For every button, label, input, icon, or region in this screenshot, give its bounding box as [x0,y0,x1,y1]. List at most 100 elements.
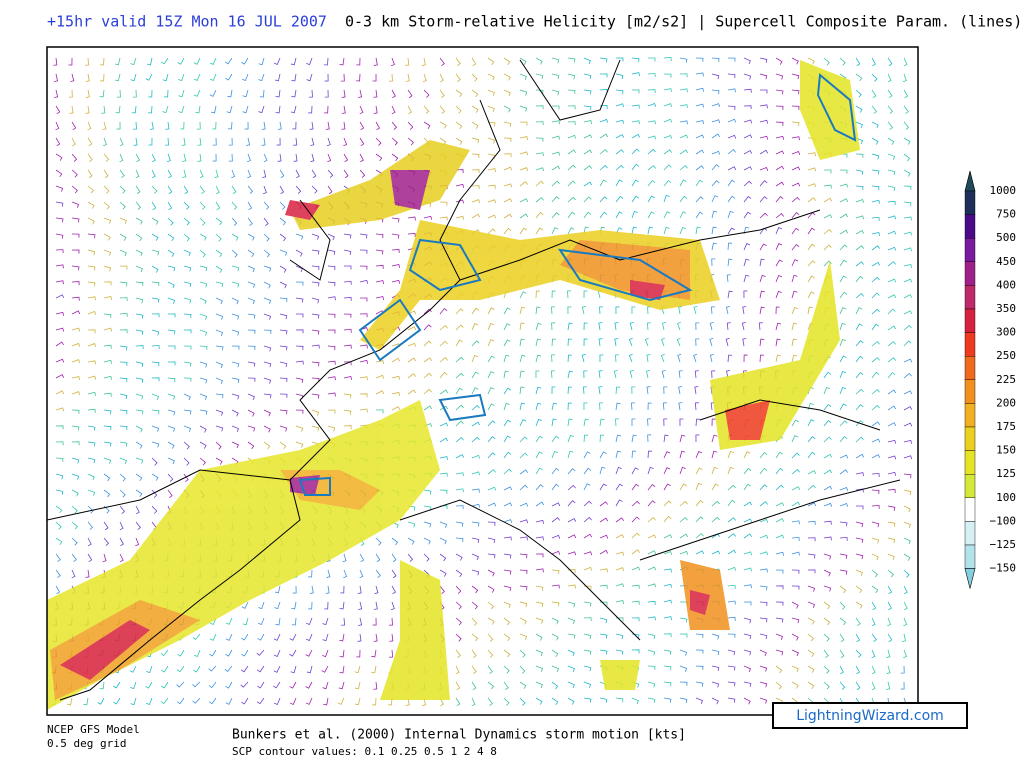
barb [727,73,736,79]
barb [258,105,265,114]
barb [279,345,288,351]
barb [663,434,669,443]
barb [407,121,414,130]
barb [759,649,767,657]
barb [359,153,364,163]
barb [181,137,186,146]
barb [308,601,313,610]
barb [241,57,249,65]
barb [903,521,911,529]
colorbar-label: 250 [996,349,1016,362]
barb [791,617,800,624]
barb [167,457,175,465]
barb [695,434,700,443]
barb [343,344,352,349]
barb [535,89,544,94]
barb [567,57,576,63]
barb [263,329,272,334]
barb [823,633,830,642]
barb [807,243,816,251]
barb [262,169,267,179]
barb [647,418,652,427]
barb [743,518,753,523]
barb [903,169,911,177]
colorbar-segment [964,379,976,404]
barb [183,233,190,242]
barb [101,105,106,114]
barb [583,402,588,411]
barb [372,73,377,82]
barb [583,649,592,655]
barb [116,89,121,98]
barb [759,274,766,283]
barb [311,297,320,304]
barb [839,403,847,411]
barb [535,354,542,363]
barb [663,616,672,621]
barb [791,633,799,641]
barb [55,121,60,131]
barb [535,484,544,491]
barb [55,341,65,347]
barb [339,57,345,66]
barb [295,313,304,318]
barb [679,57,688,63]
barb [389,633,394,642]
site-link[interactable]: LightningWizard.com [796,708,944,724]
barb [279,233,287,242]
barb [871,489,880,495]
barb [215,185,220,195]
barb [727,484,736,491]
barb [871,308,880,315]
barb [727,533,737,539]
barb [423,121,431,129]
barb [130,681,137,690]
barb [903,617,908,627]
barb [551,89,560,96]
barb [391,391,401,396]
barb [567,649,575,657]
barb [759,73,768,80]
barb [663,583,673,588]
colorbar-segment [964,474,976,499]
barb [306,633,313,642]
barb [631,163,640,171]
barb [503,370,509,379]
barb [519,105,528,112]
colorbar-label: 200 [996,396,1016,409]
barb [775,585,784,590]
barb [487,665,493,674]
barb [309,585,314,594]
barb [551,290,556,299]
barb [583,89,592,95]
barb [193,73,201,81]
barb [262,185,267,195]
barb [102,121,107,131]
barb [247,345,256,350]
barb [567,665,576,673]
barb [887,439,897,444]
barb [182,153,187,163]
barb [290,57,297,66]
barb [68,89,73,98]
barb [725,337,730,347]
barb [855,472,864,477]
barb [631,532,640,539]
barb [775,617,784,623]
barb [326,137,331,147]
barb [215,249,223,258]
barb [357,585,362,594]
barb [871,341,880,347]
barb [567,534,577,539]
barb [711,516,720,523]
barb [759,551,769,556]
barb [647,516,656,523]
barb [423,308,432,315]
barb [119,345,128,351]
barb [791,307,799,315]
barb [791,469,800,475]
barb [87,391,97,396]
colorbar-label: 125 [996,467,1016,480]
barb [327,329,336,334]
barb [359,279,369,284]
